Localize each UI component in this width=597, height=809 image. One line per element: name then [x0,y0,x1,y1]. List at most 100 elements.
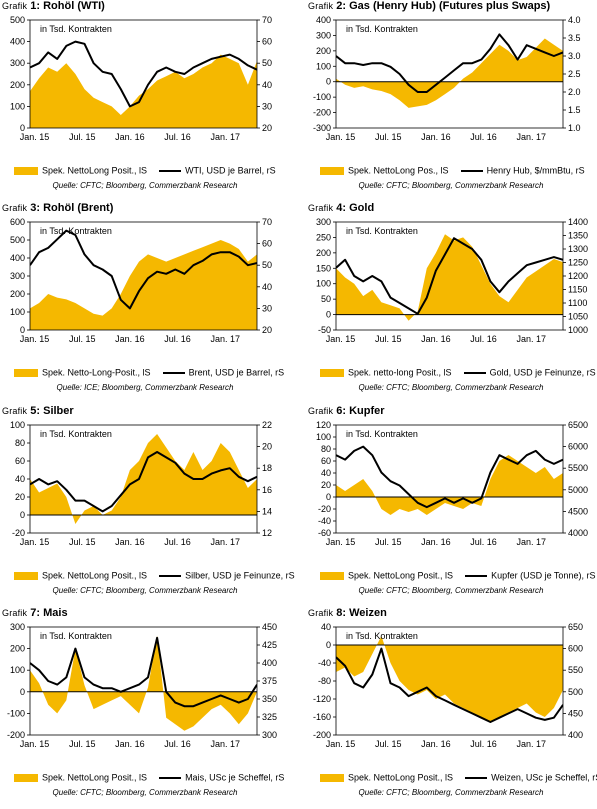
right-tick-label: 50 [262,260,272,270]
legend-area-label: Spek. NettoLong Posit., lS [42,165,148,176]
left-tick-label: -80 [318,676,331,686]
chart-panel-g1: Grafik 1: Rohöl (WTI) Spek. NettoLong Pos… [0,0,290,200]
legend-line-label: Mais, USc je Scheffel, rS [185,772,285,783]
left-tick-label: 60 [321,456,331,466]
x-tick-label: Jan. 16 [421,132,451,142]
left-tick-label: -300 [313,123,331,133]
x-tick-label: Jul. 15 [69,537,96,547]
right-tick-label: 550 [568,665,583,675]
x-tick-label: Jan. 17 [516,132,546,142]
left-tick-label: 150 [316,263,331,273]
right-tick-label: 4500 [568,506,588,516]
chart-title-num: 7: [30,607,44,619]
left-tick-label: 100 [10,101,25,111]
chart-title-num: 5: [30,405,44,417]
units-annotation: in Tsd. Kontrakten [346,429,418,439]
chart-legend: Spek. NettoLong Posit., lS Silber, USD je… [14,570,295,584]
left-tick-label: 0 [326,640,331,650]
legend-area-swatch [320,773,344,782]
legend-line-label: Weizen, USc je Scheffel, rS [491,772,597,783]
right-tick-label: 50 [262,58,272,68]
chart-source: Quelle: CFTC; Bloomberg, Commerzbank Res… [52,181,238,190]
chart-title-text: Mais [43,607,68,619]
chart-panel-g2: Grafik 2: Gas (Henry Hub) (Futures plus … [306,0,596,200]
x-tick-label: Jul. 16 [470,132,497,142]
left-tick-label: 60 [15,456,25,466]
left-tick-label: 200 [10,644,25,654]
chart-title-text: Gold [349,202,375,214]
legend-area-swatch [14,571,38,580]
right-tick-label: 16 [262,485,272,495]
chart-title-num: 3: [30,202,44,214]
right-tick-label: 5500 [568,463,588,473]
chart-title-num: 6: [336,405,350,417]
x-tick-label: Jan. 15 [20,334,50,344]
chart-legend: Spek. NettoLong Posit., lS Mais, USc je S… [14,772,294,786]
right-tick-label: 650 [568,622,583,632]
right-tick-label: 325 [262,712,277,722]
chart-source: Quelle: CFTC; Bloomberg, Commerzbank Res… [358,383,544,392]
left-tick-label: 100 [10,420,25,430]
right-tick-label: 1150 [568,285,587,295]
chart-legend: Spek. NettoLong Pos., lS Henry Hub, $/mmB… [320,165,597,179]
left-tick-label: 500 [10,235,25,245]
units-annotation: in Tsd. Kontrakten [346,24,418,34]
right-tick-label: 30 [262,303,272,313]
left-tick-label: 0 [326,77,331,87]
left-tick-label: -200 [313,108,331,118]
right-tick-label: 1400 [568,217,588,227]
series-area-netlong [30,54,257,128]
x-tick-label: Jul. 15 [375,537,402,547]
legend-area-swatch [320,368,344,377]
left-tick-label: -40 [318,658,331,668]
right-tick-label: 1300 [568,244,588,254]
plot-frame [29,19,258,129]
chart-panel-g4: Grafik 4: Gold Spek. netto-long Posit., l… [306,202,596,402]
right-tick-label: 1350 [568,231,588,241]
chart-panel-g5: Grafik 5: Silber Spek. NettoLong Posit., … [0,405,295,605]
chart-title: Grafik 4: Gold [308,202,374,214]
chart-title: Grafik 5: Silber [2,405,74,417]
legend-line-swatch [463,371,486,374]
legend-area-swatch [14,368,38,377]
left-tick-label: -100 [313,92,331,102]
right-tick-label: 40 [262,282,272,292]
right-tick-label: 1.5 [568,105,581,115]
left-tick-label: 500 [10,15,25,25]
right-tick-label: 400 [262,658,277,668]
chart-title: Grafik 1: Rohöl (WTI) [2,0,105,12]
chart-title-prefix: Grafik [308,406,334,416]
legend-area-label: Spek. NettoLong Pos., lS [348,165,449,176]
chart-title-prefix: Grafik [2,203,28,213]
chart-legend: Spek. NettoLong Posit., lS Kupfer (USD je… [320,570,597,584]
right-tick-label: 4000 [568,528,588,538]
left-tick-label: 0 [20,510,25,520]
left-tick-label: 40 [321,468,331,478]
series-area-netlong [336,455,563,515]
units-annotation: in Tsd. Kontrakten [40,631,112,641]
right-tick-label: 350 [262,694,277,704]
series-line-price [336,237,563,315]
right-tick-label: 6000 [568,442,588,452]
left-tick-label: 20 [321,480,331,490]
right-tick-label: 60 [262,37,272,47]
chart-title-prefix: Grafik [2,406,28,416]
left-tick-label: 80 [321,444,331,454]
chart-legend: Spek. NettoLong Posit., lS Weizen, USc je… [320,772,597,786]
left-tick-label: 300 [10,271,25,281]
right-tick-label: 40 [262,80,272,90]
legend-line-label: WTI, USD je Barrel, rS [185,165,276,176]
chart-title: Grafik 7: Mais [2,607,68,619]
series-line-price [30,229,257,310]
series-area-netlong [336,636,563,722]
x-tick-label: Jul. 15 [375,739,402,749]
chart-svg: 0 100 200 300 400 500 20 30 40 50 60 70 Jan. 15 Jul. … [10,15,272,142]
x-tick-label: Jan. 16 [421,537,451,547]
left-tick-label: -160 [313,712,331,722]
legend-area-label: Spek. NettoLong Posit., lS [348,772,454,783]
x-tick-label: Jan. 17 [210,334,240,344]
right-tick-label: 400 [568,730,583,740]
left-tick-label: 0 [20,687,25,697]
chart-title-num: 1: [30,0,44,12]
right-tick-label: 1200 [568,271,588,281]
